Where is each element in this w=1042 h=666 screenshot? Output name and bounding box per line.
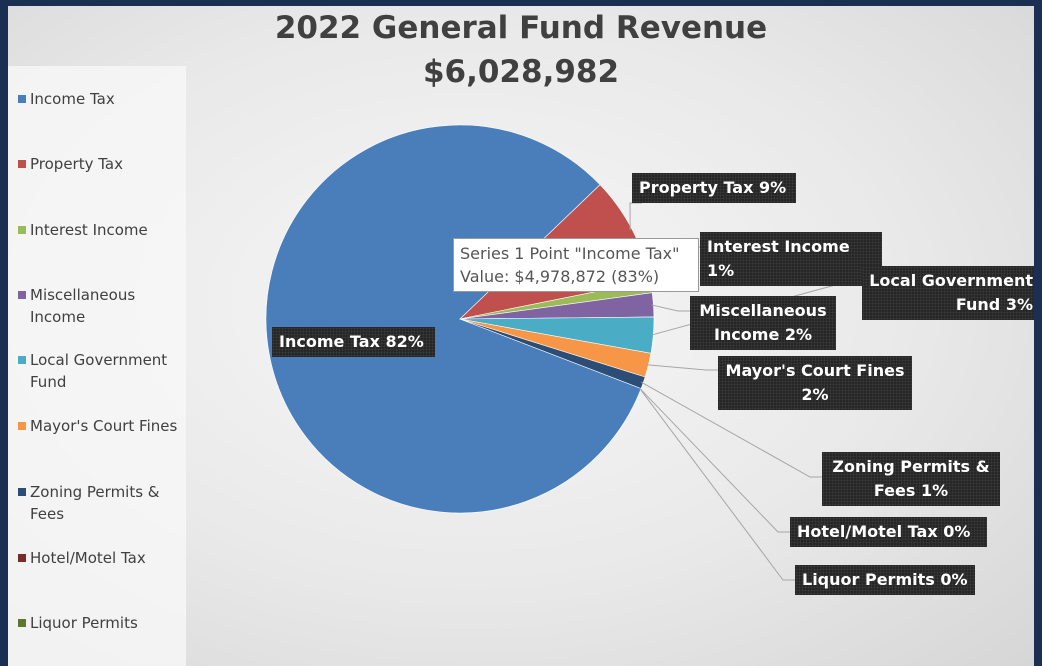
legend-label: Liquor Permits	[30, 614, 138, 632]
chart-subtitle: $6,028,982	[422, 54, 620, 90]
legend-swatch	[18, 422, 26, 430]
legend-item: Zoning Permits & Fees	[18, 481, 183, 525]
data-label: Miscellaneous Income 2%	[690, 296, 836, 350]
chart-title: 2022 General Fund Revenue	[274, 10, 768, 46]
legend-label: Hotel/Motel Tax	[30, 549, 146, 567]
legend: Income Tax Property Tax Interest Income Mis…	[8, 66, 186, 666]
data-label: Interest Income 1%	[700, 232, 882, 286]
leader-line	[646, 364, 718, 371]
leader-line	[638, 387, 790, 533]
legend-item: Hotel/Motel Tax	[18, 547, 183, 569]
data-label: Liquor Permits 0%	[795, 565, 975, 595]
leader-line	[638, 387, 795, 581]
legend-item: Interest Income	[18, 219, 183, 241]
leader-line	[629, 202, 642, 231]
legend-item: Property Tax	[18, 153, 183, 175]
data-label: Property Tax 9%	[632, 173, 796, 203]
legend-swatch	[18, 226, 26, 234]
pie-slice	[460, 319, 642, 389]
legend-item: Liquor Permits	[18, 612, 183, 634]
legend-label: Income Tax	[30, 90, 115, 108]
data-label: Hotel/Motel Tax 0%	[790, 517, 987, 547]
legend-item: Income Tax	[18, 88, 183, 110]
legend-swatch	[18, 554, 26, 562]
legend-item: Miscellaneous Income	[18, 284, 183, 328]
leader-line	[651, 304, 690, 312]
data-label: Mayor's Court Fines 2%	[718, 356, 912, 410]
legend-label: Zoning Permits & Fees	[30, 483, 160, 523]
legend-swatch	[18, 488, 26, 496]
legend-item: Mayor's Court Fines	[18, 415, 183, 437]
legend-swatch	[18, 619, 26, 627]
legend-swatch	[18, 291, 26, 299]
leader-line	[641, 381, 822, 478]
legend-swatch	[18, 160, 26, 168]
legend-label: Miscellaneous Income	[30, 286, 136, 326]
data-label: Zoning Permits & Fees 1%	[822, 452, 1000, 506]
legend-label: Interest Income	[30, 221, 148, 239]
data-label: Income Tax 82%	[272, 327, 435, 357]
tooltip-line: Value: $4,978,872 (83%)	[460, 267, 660, 286]
legend-label: Local Government Fund	[30, 351, 168, 391]
legend-swatch	[18, 95, 26, 103]
data-label: Local Government Fund 3%	[862, 266, 1034, 320]
tooltip: Series 1 Point "Income Tax" Value: $4,97…	[453, 238, 699, 292]
pie-slice	[265, 124, 642, 514]
legend-label: Property Tax	[30, 155, 123, 173]
legend-label: Mayor's Court Fines	[30, 417, 178, 435]
tooltip-line: Series 1 Point "Income Tax"	[460, 244, 680, 263]
chart: 2022 General Fund Revenue $6,028,982 Inc…	[8, 6, 1034, 666]
legend-item: Local Government Fund	[18, 349, 183, 393]
legend-swatch	[18, 356, 26, 364]
